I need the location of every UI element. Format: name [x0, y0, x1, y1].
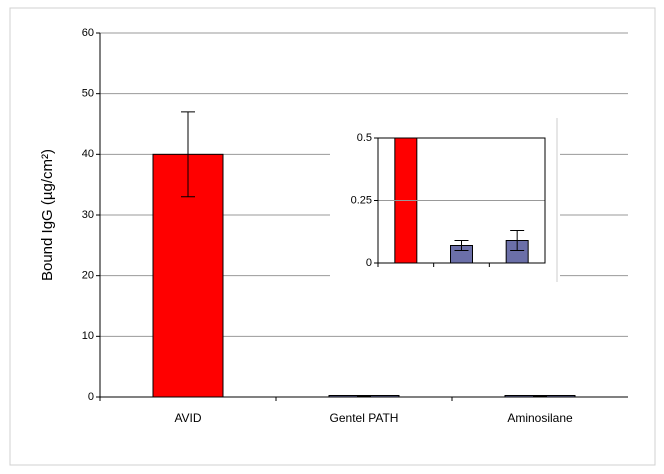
x-tick-label: AVID [174, 411, 201, 425]
error-bar [181, 111, 195, 198]
x-tick-label: Gentel PATH [330, 411, 399, 425]
y-tick-label: 10 [82, 330, 94, 342]
y-tick-label: 0.5 [357, 132, 372, 144]
y-tick-label: 60 [82, 27, 94, 39]
y-axis-label: Bound IgG (µg/cm²) [39, 149, 56, 281]
y-tick-label: 0 [88, 391, 94, 403]
x-tick-label: Aminosilane [507, 411, 573, 425]
y-tick-label: 30 [82, 209, 94, 221]
y-tick-label: 0 [366, 257, 372, 269]
y-tick-label: 0.25 [351, 194, 372, 206]
y-tick-label: 50 [82, 88, 94, 100]
error-bar [510, 230, 525, 251]
y-tick-label: 40 [82, 148, 94, 160]
error-bar [454, 240, 469, 251]
y-tick-label: 20 [82, 270, 94, 282]
